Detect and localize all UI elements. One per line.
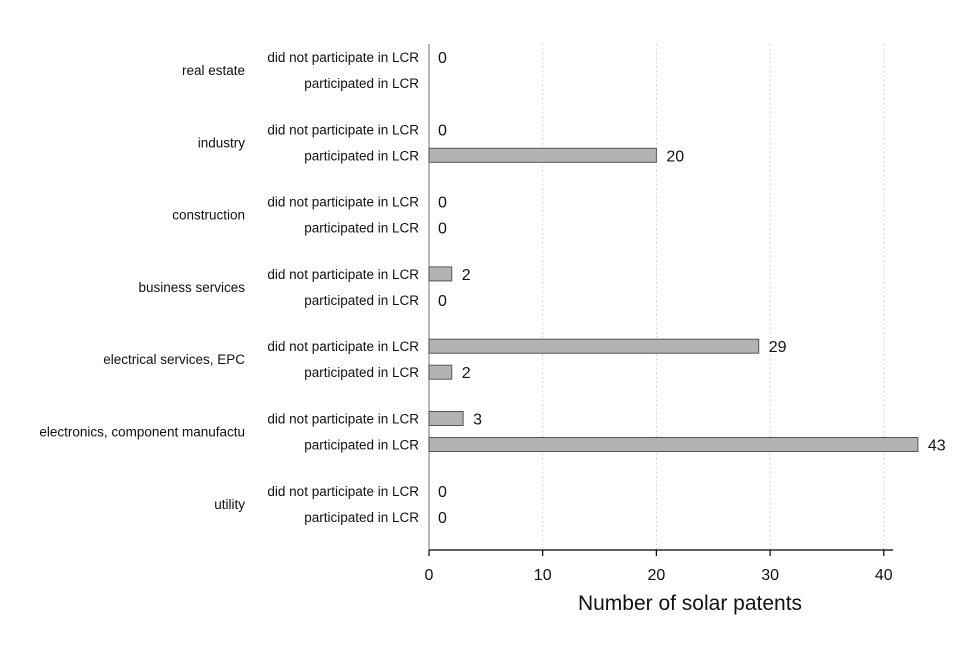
bar-value-label: 0: [438, 50, 447, 67]
bar-category-label: did not participate in LCR: [267, 122, 419, 137]
bar-category-label: participated in LCR: [304, 148, 419, 163]
x-tick-label: 30: [761, 567, 779, 584]
grid: [429, 44, 884, 550]
bar-category-label: did not participate in LCR: [267, 412, 419, 427]
bar-category-label: did not participate in LCR: [267, 484, 419, 499]
group-label: industry: [198, 135, 246, 150]
bar-category-label: did not participate in LCR: [267, 195, 419, 210]
bar: [429, 148, 656, 162]
bar-category-label: participated in LCR: [304, 76, 419, 91]
bar-category-label: did not participate in LCR: [267, 267, 419, 282]
bar-category-label: did not participate in LCR: [267, 339, 419, 354]
x-axis-title: Number of solar patents: [578, 592, 802, 615]
bar-value-label: 0: [438, 122, 447, 139]
bar-value-label: 0: [438, 221, 447, 238]
bar-value-label: 43: [928, 438, 946, 455]
bar-value-label: 2: [462, 267, 471, 284]
x-tick-label: 10: [534, 567, 552, 584]
group-label: business services: [138, 280, 245, 295]
bar-category-label: participated in LCR: [304, 365, 419, 380]
bar: [429, 438, 918, 452]
bar-category-label: participated in LCR: [304, 438, 419, 453]
bar: [429, 339, 759, 353]
group-label: utility: [214, 497, 245, 512]
x-tick-label: 0: [425, 567, 434, 584]
bar-category-label: did not participate in LCR: [267, 50, 419, 65]
bar-value-label: 0: [438, 293, 447, 310]
x-axis: 0 10 20 30 40: [425, 550, 893, 584]
group-label: construction: [172, 208, 245, 223]
bar-category-label: participated in LCR: [304, 510, 419, 525]
bar-value-label: 0: [438, 484, 447, 501]
bars: [429, 148, 918, 451]
labels: real estate did not participate in LCR 0 pa…: [39, 50, 945, 527]
x-tick-label: 40: [875, 567, 893, 584]
bar-value-label: 20: [666, 148, 684, 165]
bar-category-label: participated in LCR: [304, 293, 419, 308]
group-label: real estate: [182, 63, 245, 78]
bar: [429, 365, 452, 379]
bar-value-label: 2: [462, 365, 471, 382]
bar: [429, 267, 452, 281]
bar-value-label: 0: [438, 510, 447, 527]
bar-category-label: participated in LCR: [304, 221, 419, 236]
group-label: electrical services, EPC: [103, 352, 245, 367]
bar: [429, 412, 463, 426]
bar-value-label: 0: [438, 195, 447, 212]
x-tick-label: 20: [647, 567, 665, 584]
bar-value-label: 3: [473, 412, 482, 429]
bar-value-label: 29: [769, 339, 787, 356]
group-label: electronics, component manufactu: [39, 425, 245, 440]
